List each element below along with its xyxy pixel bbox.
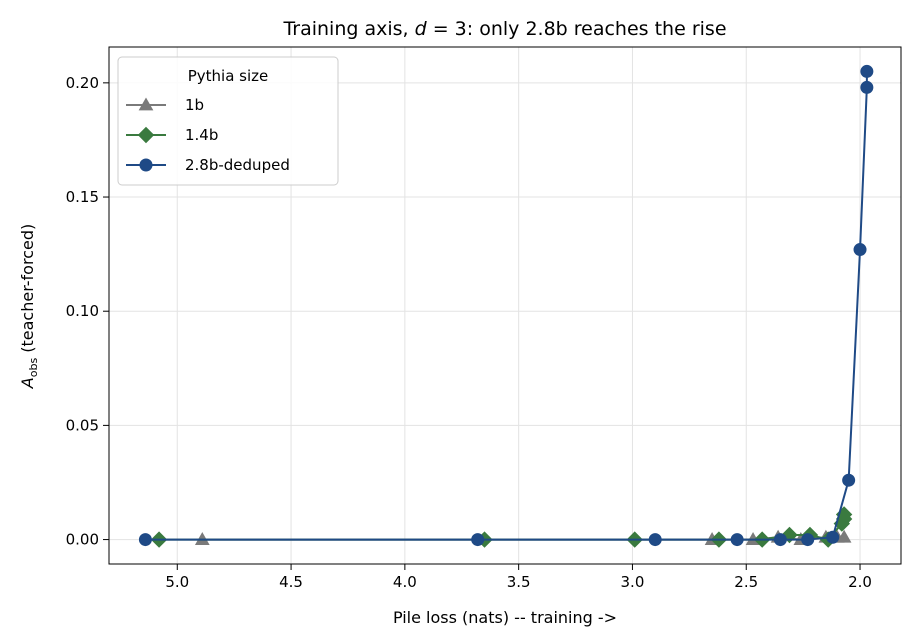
- y-axis: 0.00 0.05 0.10 0.15 0.20: [66, 74, 109, 549]
- x-tick-label: 4.5: [279, 573, 303, 591]
- x-tick-label: 3.0: [621, 573, 645, 591]
- x-tick-label: 5.0: [165, 573, 189, 591]
- legend: Pythia size 1b 1.4b 2.8b-deduped: [117, 56, 339, 186]
- y-axis-label: Aobs (teacher-forced): [18, 224, 40, 389]
- series-2.8b-deduped: [138, 64, 874, 547]
- x-tick-label: 2.0: [848, 573, 872, 591]
- data-point: [860, 80, 874, 94]
- legend-label: 1.4b: [185, 126, 218, 144]
- x-axis: 5.0 4.5 4.0 3.5 3.0 2.5 2.0: [165, 564, 872, 591]
- legend-marker: [139, 158, 153, 172]
- data-point: [836, 529, 852, 543]
- y-tick-label: 0.20: [66, 74, 99, 92]
- data-point: [730, 533, 744, 547]
- data-point: [842, 473, 856, 487]
- legend-label: 1b: [185, 96, 204, 114]
- legend-marker: [137, 126, 155, 144]
- data-point: [801, 533, 815, 547]
- y-tick-label: 0.05: [66, 416, 99, 434]
- x-tick-label: 4.0: [393, 573, 417, 591]
- plot-frame: [108, 46, 902, 565]
- data-point: [138, 533, 152, 547]
- data-point: [471, 533, 485, 547]
- chart-title: Training axis, d = 3: only 2.8b reaches …: [282, 18, 726, 40]
- y-tick-label: 0.00: [66, 531, 99, 549]
- data-point: [826, 530, 840, 544]
- legend-marker: [138, 97, 154, 111]
- legend-box: [117, 56, 339, 186]
- legend-entry: 1b: [126, 96, 204, 114]
- data-point: [853, 243, 867, 257]
- legend-label: 2.8b-deduped: [185, 156, 290, 174]
- x-tick-label: 2.5: [734, 573, 758, 591]
- y-tick-label: 0.15: [66, 188, 99, 206]
- data-point: [648, 533, 662, 547]
- data-point: [773, 533, 787, 547]
- x-tick-label: 3.5: [507, 573, 531, 591]
- legend-title: Pythia size: [188, 67, 269, 85]
- legend-entry: 1.4b: [126, 126, 218, 144]
- y-tick-label: 0.10: [66, 302, 99, 320]
- legend-entry: 2.8b-deduped: [126, 156, 290, 174]
- x-axis-label: Pile loss (nats) -- training ->: [393, 608, 617, 627]
- series-layer: [138, 64, 874, 548]
- data-point: [860, 64, 874, 78]
